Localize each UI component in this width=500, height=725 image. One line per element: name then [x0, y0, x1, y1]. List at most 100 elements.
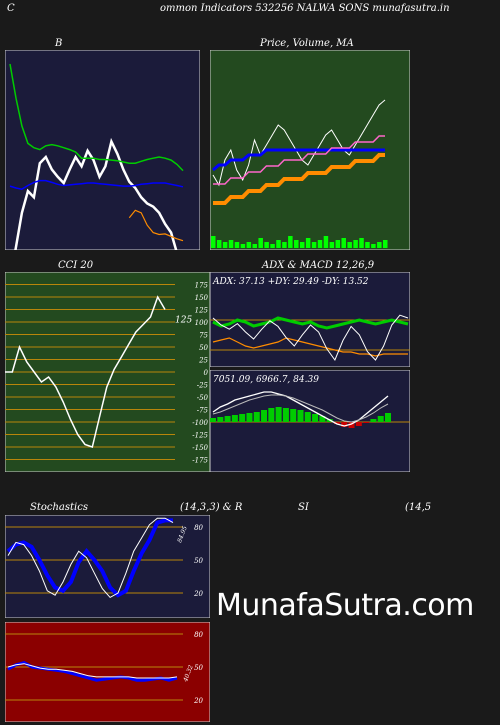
rsi-line — [7, 660, 178, 682]
stochastics-tick-label: 50 — [194, 557, 203, 565]
macd-histogram-bar — [275, 407, 282, 422]
volume-bar — [294, 240, 299, 248]
macd-histogram-bar — [239, 414, 246, 422]
bollinger-series-line — [9, 179, 184, 190]
adx-values-label: ADX: 37.13 +DY: 29.49 -DY: 13.52 — [212, 277, 369, 287]
macd-histogram-bar — [377, 416, 384, 422]
stochastics-d-line — [7, 517, 174, 599]
panel-background — [5, 50, 200, 250]
stochastics-tick-label: 20 — [193, 590, 203, 598]
stochastics-k-line — [6, 518, 173, 598]
volume-bar — [329, 242, 335, 248]
volume-bar — [211, 236, 216, 248]
cci-line — [5, 295, 166, 448]
ma-pink-line — [213, 135, 385, 185]
volume-bar — [323, 236, 329, 248]
price-title: Price, Volume, MA — [260, 38, 354, 49]
volume-bar — [270, 244, 275, 248]
volume-bar — [264, 242, 269, 248]
cci-tick-label: 100 — [195, 319, 209, 327]
volume-bar — [282, 242, 287, 248]
macd-histogram-bar — [385, 413, 391, 422]
macd-histogram-bar — [290, 409, 297, 422]
stochastics-params: (14,3,3) & R — [180, 502, 243, 513]
cci-panel: 1751501251007550250-25-50-75-100-125-150… — [5, 272, 210, 472]
volume-bar — [222, 242, 228, 248]
macd-histogram-bar — [355, 422, 362, 426]
ma-blue-line — [212, 148, 385, 172]
bollinger-orange-line — [128, 209, 184, 242]
volume-bar — [371, 244, 376, 248]
cci-tick-label: -150 — [192, 444, 208, 452]
stochastics-title: Stochastics — [30, 502, 88, 513]
cci-tick-label: 0 — [204, 369, 209, 377]
volume-bar — [228, 240, 234, 248]
adx-title: ADX & MACD 12,26,9 — [262, 260, 375, 271]
macd-histogram-bar — [231, 415, 238, 422]
panel-background — [5, 515, 210, 618]
cci-tick-label: 75 — [199, 332, 208, 340]
volume-bar — [299, 242, 305, 248]
bollinger-panel — [5, 50, 200, 250]
volume-bar — [347, 242, 352, 248]
macd-histogram-bar — [253, 412, 260, 422]
volume-bar — [359, 238, 364, 248]
cci-tick-label: 50 — [199, 344, 208, 352]
macd-histogram-bar — [224, 416, 231, 422]
cci-tick-label: 150 — [195, 294, 209, 302]
dy-minus-line — [212, 337, 408, 357]
volume-bar — [365, 242, 370, 248]
panel-background — [5, 622, 210, 722]
volume-bar — [252, 244, 258, 248]
macd-histogram-bar — [333, 422, 340, 424]
cci-tick-label: -50 — [197, 394, 209, 402]
macd-histogram-bar — [319, 416, 326, 422]
header-title: ommon Indicators 532256 NALWA SONS munaf… — [160, 3, 450, 14]
volume-bar — [246, 242, 252, 248]
volume-bar — [288, 236, 293, 248]
macd-histogram-bar — [304, 412, 311, 422]
volume-bar — [240, 244, 246, 248]
volume-bar — [317, 240, 323, 248]
macd-histogram-bar — [246, 413, 253, 422]
macd-panel: 7051.09, 6966.7, 84.39 — [210, 370, 410, 472]
cci-tick-label: -125 — [192, 432, 208, 440]
macd-histogram-bar — [363, 422, 370, 423]
stochastics-tick-label: 80 — [194, 524, 203, 532]
volume-bar — [234, 242, 240, 248]
volume-bar — [353, 240, 358, 248]
rsi-title: SI — [298, 502, 309, 513]
adx-panel: ADX: 37.13 +DY: 29.49 -DY: 13.52 — [210, 272, 410, 367]
rsi-tick-label: 80 — [194, 631, 203, 639]
rsi-params: (14,5 — [405, 502, 432, 513]
macd-histogram-bar — [217, 417, 224, 422]
macd-histogram-bar — [312, 414, 319, 422]
cci-tick-label: -100 — [192, 419, 208, 427]
macd-histogram-bar — [348, 422, 355, 428]
cci-tick-label: 125 — [195, 307, 209, 315]
bollinger-series-line — [9, 63, 184, 172]
cci-tick-label: -25 — [197, 382, 209, 390]
bollinger-series-line — [14, 137, 178, 250]
cci-tick-label: -75 — [197, 407, 209, 415]
macd-histogram-bar — [297, 410, 304, 422]
watermark: MunafaSutra.com — [216, 588, 474, 623]
cci-tick-label: 25 — [198, 357, 208, 365]
volume-bar — [216, 240, 222, 248]
volume-bar — [335, 240, 341, 248]
macd-histogram-bar — [261, 410, 268, 422]
volume-bar — [311, 242, 317, 248]
rsi-tick-label: 20 — [193, 697, 203, 705]
volume-bar — [276, 240, 281, 248]
cci-tick-label: -175 — [192, 457, 208, 465]
volume-bar — [341, 238, 346, 248]
volume-bar — [377, 242, 382, 248]
macd-histogram-bar — [370, 419, 377, 422]
volume-bar — [383, 240, 388, 248]
macd-signal-line — [212, 394, 389, 423]
bollinger-title: B — [55, 38, 63, 49]
cci-title: CCI 20 — [58, 260, 94, 271]
macd-values-label: 7051.09, 6966.7, 84.39 — [213, 375, 319, 385]
